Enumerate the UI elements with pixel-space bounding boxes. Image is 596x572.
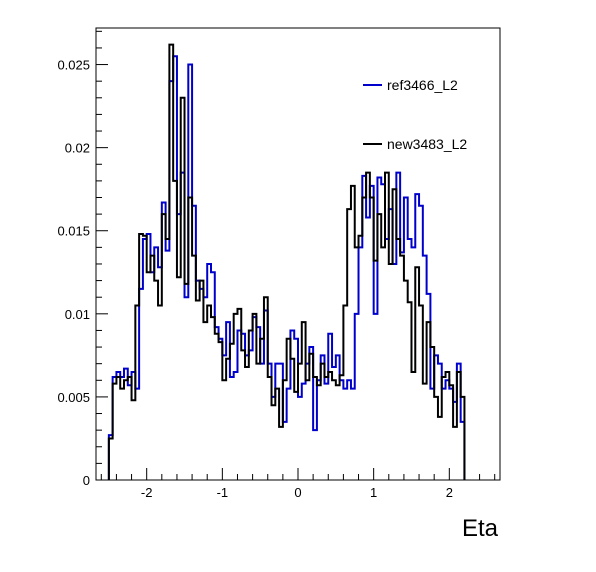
x-axis-title: Eta [462, 515, 499, 542]
y-tick-label: 0.01 [65, 307, 90, 322]
legend-label-new3483: new3483_L2 [387, 136, 467, 152]
y-tick-label: 0.02 [65, 141, 90, 156]
y-tick-label: 0 [83, 473, 90, 488]
x-tick-label: -2 [141, 485, 153, 500]
legend: ref3466_L2 new3483_L2 [358, 68, 470, 170]
series-group [107, 43, 466, 480]
y-axis: 0 0.005 0.01 0.015 0.02 0.025 [57, 30, 108, 488]
plot-area: -2 -1 0 1 2 0 0.005 0.01 0.015 0.02 0.025 [57, 27, 501, 500]
x-tick-label: 2 [446, 485, 453, 500]
legend-label-ref3466: ref3466_L2 [387, 77, 458, 93]
y-tick-label: 0.005 [57, 390, 90, 405]
x-tick-label: -1 [217, 485, 229, 500]
y-tick-label: 0.025 [57, 58, 90, 73]
y-tick-label: 0.015 [57, 224, 90, 239]
x-axis: -2 -1 0 1 2 [100, 468, 496, 500]
series-line-ref3466-l2 [107, 55, 466, 480]
x-tick-label: 1 [370, 485, 377, 500]
x-tick-label: 0 [294, 485, 301, 500]
series-line-new3483-l2 [107, 43, 466, 480]
